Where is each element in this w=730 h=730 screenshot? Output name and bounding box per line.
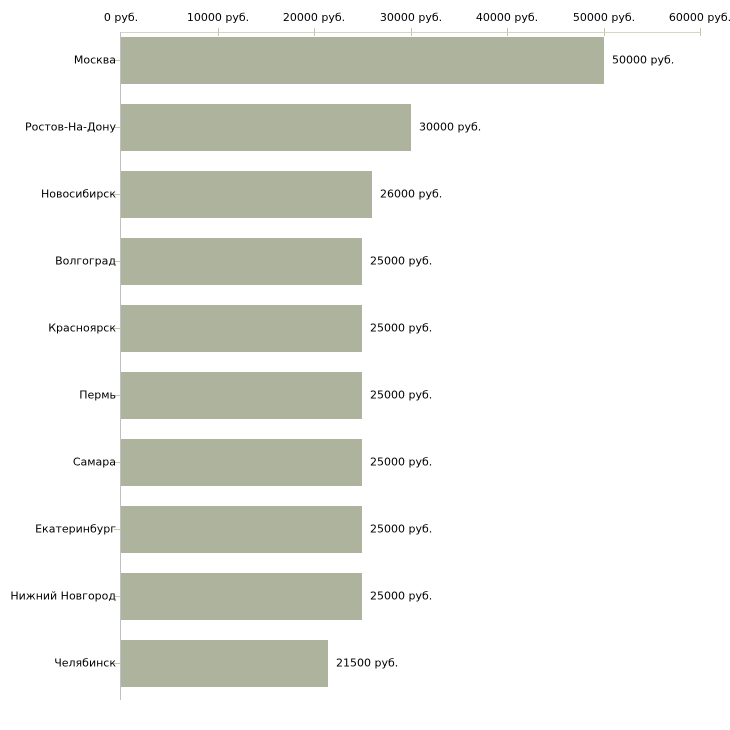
x-axis-tick-label: 10000 руб. xyxy=(186,11,250,24)
y-axis-tick xyxy=(114,462,120,463)
category-label: Ростов-На-Дону xyxy=(24,120,116,134)
category-label: Волгоград xyxy=(55,254,116,268)
value-label: 25000 руб. xyxy=(370,589,433,603)
bar xyxy=(121,640,328,687)
value-label: 26000 руб. xyxy=(380,187,443,201)
category-label: Самара xyxy=(72,455,116,469)
bar xyxy=(121,439,362,486)
value-label: 30000 руб. xyxy=(419,120,482,134)
x-axis-tick xyxy=(411,28,412,36)
category-label: Челябинск xyxy=(54,656,116,670)
y-axis-tick xyxy=(114,127,120,128)
value-label: 25000 руб. xyxy=(370,321,433,335)
category-label: Москва xyxy=(73,53,116,67)
x-axis-tick xyxy=(218,28,219,36)
y-axis-tick xyxy=(114,663,120,664)
bar xyxy=(121,305,362,352)
x-axis-tick xyxy=(604,28,605,36)
x-axis-tick-label: 30000 руб. xyxy=(379,11,443,24)
bar xyxy=(121,238,362,285)
x-axis-tick xyxy=(507,28,508,36)
bar xyxy=(121,573,362,620)
x-axis-tick-label: 0 руб. xyxy=(103,11,139,24)
value-label: 25000 руб. xyxy=(370,522,433,536)
bar xyxy=(121,37,604,84)
x-axis-tick-label: 50000 руб. xyxy=(572,11,636,24)
y-axis-tick xyxy=(114,395,120,396)
bar xyxy=(121,506,362,553)
bar xyxy=(121,104,411,151)
bar xyxy=(121,171,372,218)
y-axis-tick xyxy=(114,60,120,61)
y-axis-tick xyxy=(114,596,120,597)
bar xyxy=(121,372,362,419)
value-label: 21500 руб. xyxy=(336,656,399,670)
y-axis-tick xyxy=(114,194,120,195)
x-axis-tick-label: 20000 руб. xyxy=(282,11,346,24)
category-label: Красноярск xyxy=(48,321,116,335)
value-label: 25000 руб. xyxy=(370,455,433,469)
x-axis-tick-label: 40000 руб. xyxy=(475,11,539,24)
y-axis-tick xyxy=(114,261,120,262)
x-axis-line xyxy=(121,32,700,33)
y-axis-tick xyxy=(114,529,120,530)
x-axis-tick-label: 60000 руб. xyxy=(668,11,730,24)
y-axis-tick xyxy=(114,328,120,329)
category-label: Екатеринбург xyxy=(35,522,116,536)
value-label: 25000 руб. xyxy=(370,388,433,402)
x-axis-tick xyxy=(700,28,701,36)
category-label: Пермь xyxy=(79,388,116,402)
y-axis-line xyxy=(120,32,121,700)
category-label: Нижний Новгород xyxy=(10,589,116,603)
value-label: 25000 руб. xyxy=(370,254,433,268)
x-axis-tick xyxy=(314,28,315,36)
value-label: 50000 руб. xyxy=(612,53,675,67)
category-label: Новосибирск xyxy=(40,187,116,201)
